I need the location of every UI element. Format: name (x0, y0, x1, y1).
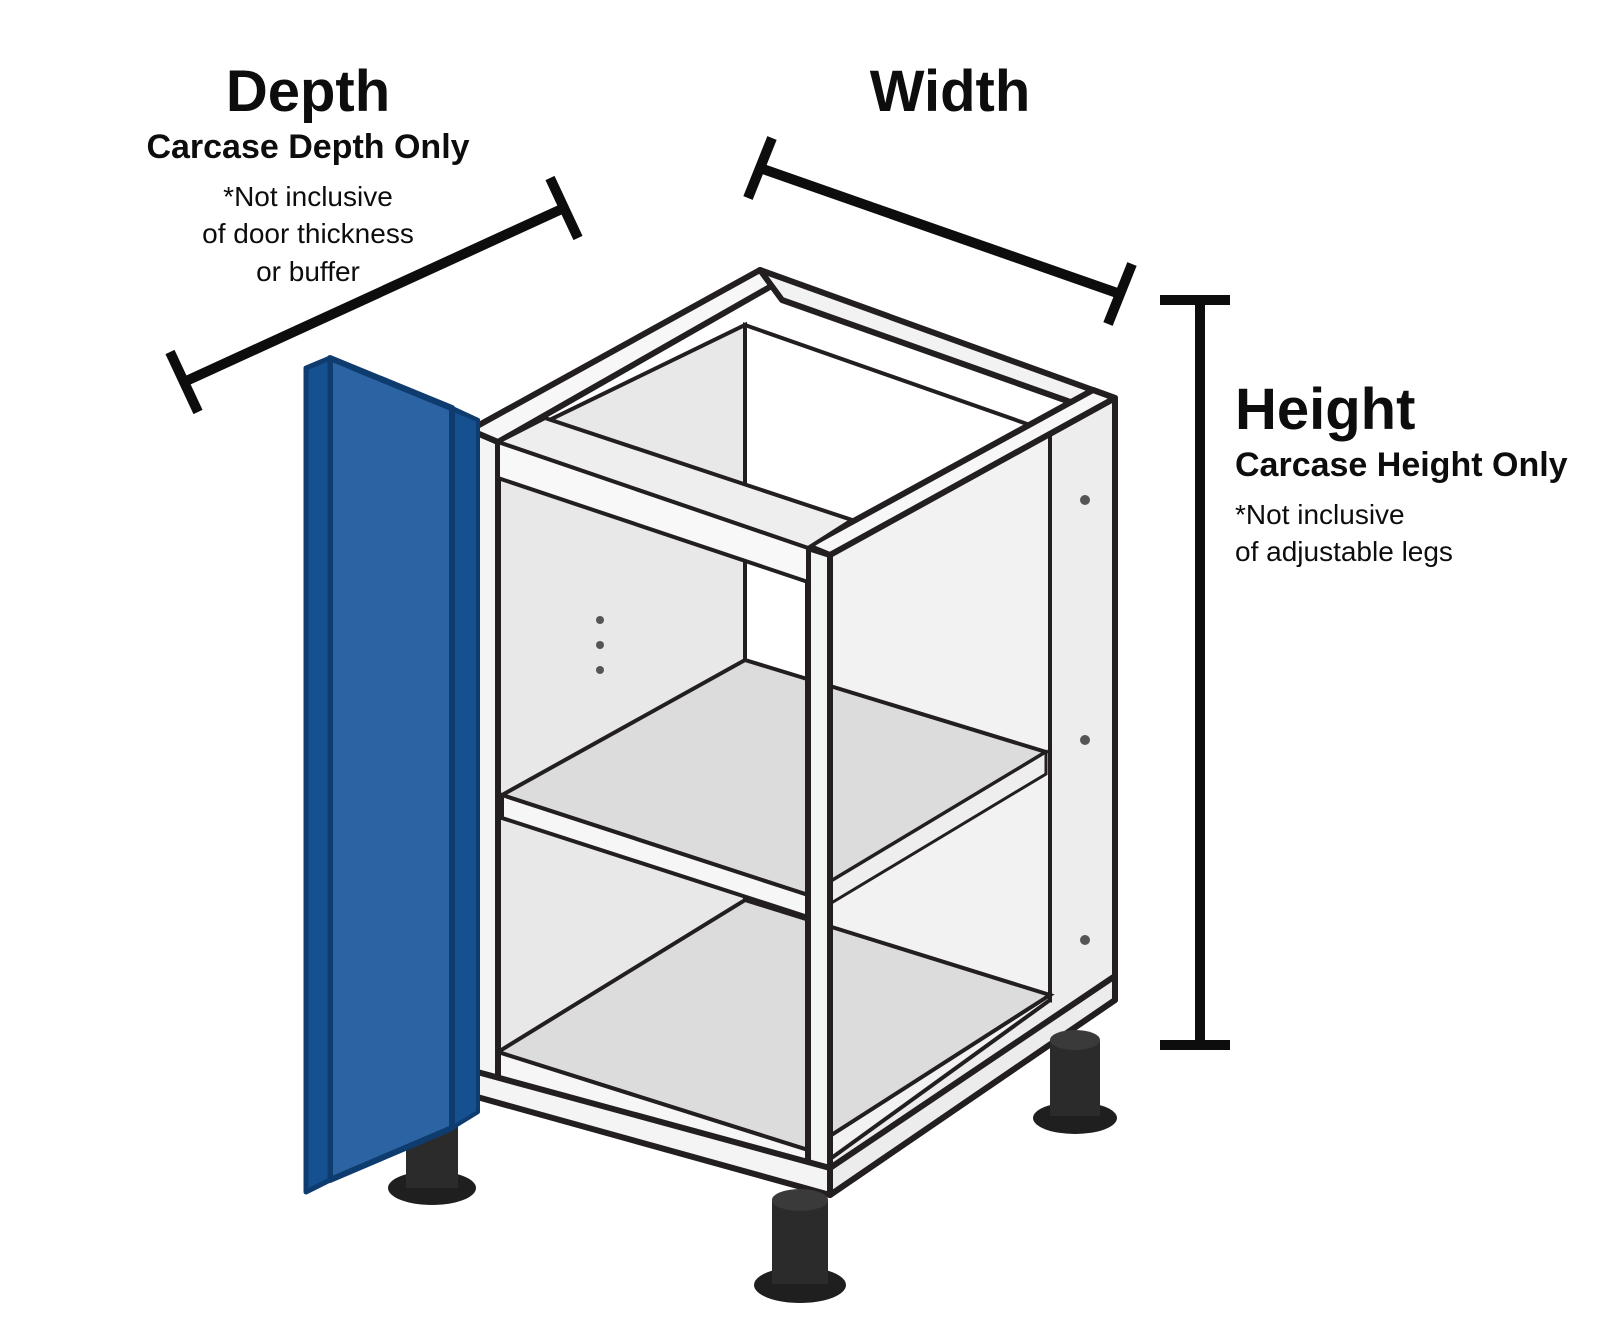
shelf-pin-hole (596, 666, 604, 674)
depth-note-line1: *Not inclusive (128, 178, 488, 216)
shelf-pin-hole (596, 641, 604, 649)
height-note-line1: *Not inclusive (1235, 496, 1595, 534)
height-note-line2: of adjustable legs (1235, 533, 1595, 571)
width-label-group: Width (820, 62, 1080, 123)
door-return-edge (452, 408, 478, 1128)
height-title: Height (1235, 380, 1595, 441)
fixing-pin (1080, 935, 1090, 945)
depth-note-line3: or buffer (128, 253, 488, 291)
depth-label-group: Depth Carcase Depth Only *Not inclusive … (128, 62, 488, 291)
height-dimension-bracket (1160, 300, 1230, 1045)
fixing-pin (1080, 495, 1090, 505)
height-subtitle: Carcase Height Only (1235, 445, 1595, 486)
depth-title: Depth (128, 62, 488, 123)
leg-front-right (754, 1189, 846, 1303)
carcase-right-front-edge (808, 548, 830, 1195)
depth-note-line2: of door thickness (128, 215, 488, 253)
door-front-face (330, 358, 452, 1180)
fixing-pin (1080, 735, 1090, 745)
depth-subtitle: Carcase Depth Only (128, 127, 488, 168)
door-outer-edge (306, 358, 330, 1192)
shelf-pin-hole (596, 616, 604, 624)
height-label-group: Height Carcase Height Only *Not inclusiv… (1235, 380, 1595, 571)
width-title: Width (820, 62, 1080, 123)
